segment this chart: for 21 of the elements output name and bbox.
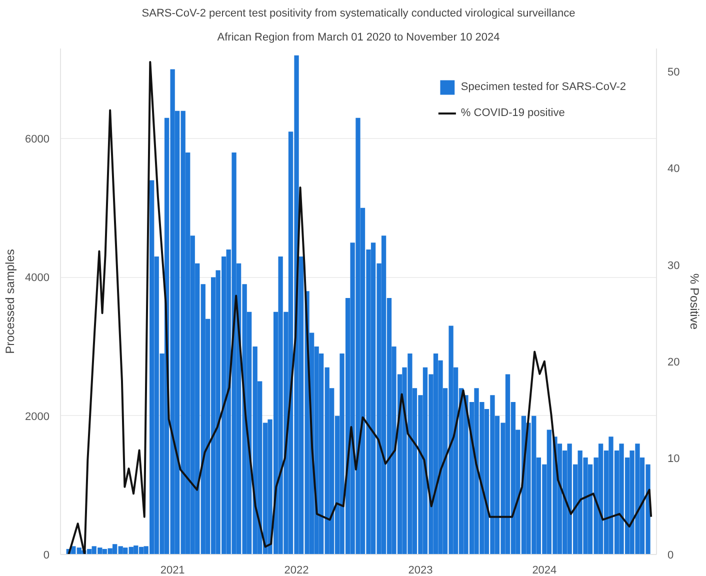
x-tick-label: 2024: [532, 564, 557, 576]
y-tick-label: 0: [43, 550, 50, 562]
y2-tick-label: 40: [668, 163, 680, 176]
x-tick-label: 2023: [408, 564, 433, 576]
y-tick-label: 4000: [25, 272, 50, 284]
legend-label: % COVID-19 positive: [460, 107, 565, 119]
legend-label: Specimen tested for SARS-CoV-2: [460, 81, 626, 93]
chart-title: SARS-CoV-2 percent test positivity from systematically conducted virological surveillance: [142, 8, 576, 20]
y2-axis-title: % Positive: [688, 273, 702, 330]
y2-tick-label: 0: [668, 550, 674, 562]
y-tick-label: 2000: [25, 410, 50, 423]
chart-subtitle: African Region from March 01 2020 to November 10 2024: [217, 32, 500, 44]
y2-tick-label: 30: [668, 260, 680, 272]
y-tick-label: 6000: [25, 134, 50, 146]
y-axis-title: Processed samples: [3, 249, 18, 354]
y2-tick-label: 20: [668, 356, 680, 368]
y2-tick-label: 10: [668, 452, 680, 465]
x-tick-label: 2022: [284, 564, 309, 576]
x-tick-label: 2021: [160, 564, 185, 576]
y2-tick-label: 50: [668, 66, 680, 79]
line-series: [68, 61, 652, 554]
